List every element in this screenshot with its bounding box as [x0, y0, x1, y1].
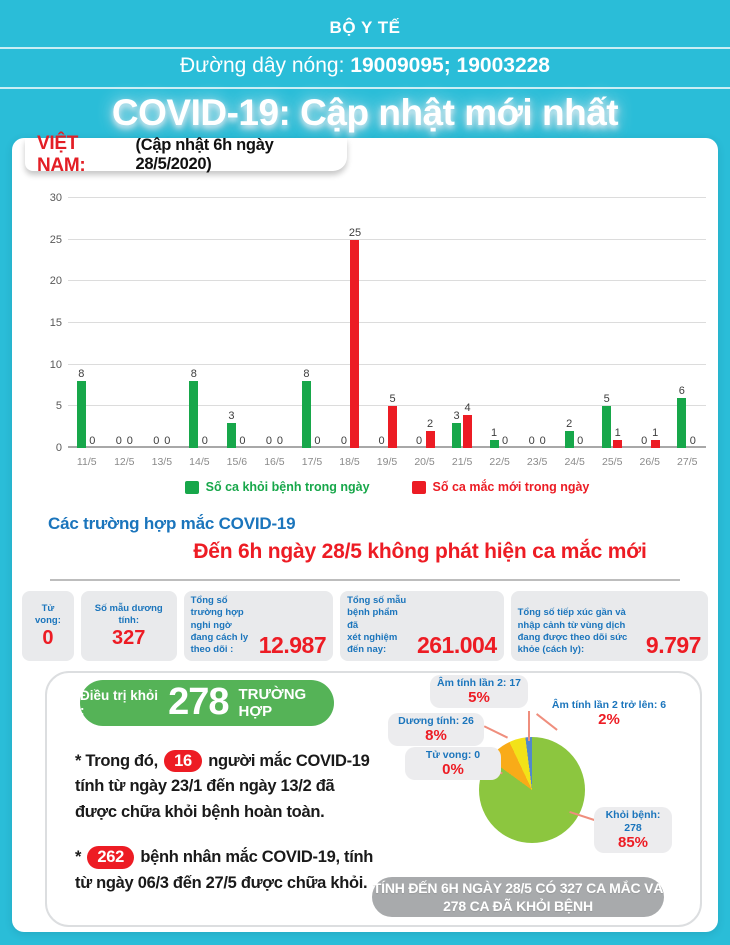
page-header: BỘ Y TẾ Đường dây nóng: 19009095; 190032…: [0, 0, 730, 134]
x-tick-15/6: 15/6: [226, 456, 248, 468]
leader-line-negative-twice: [528, 710, 530, 741]
country-name: VIỆT NAM:: [37, 132, 86, 176]
stat-deaths-value: 0: [42, 626, 54, 649]
note2-number-badge: 262: [87, 846, 135, 869]
cured-count-pill: Điều trị khỏi : 278 TRƯỜNG HỢP: [80, 679, 334, 726]
x-tick-23/5: 23/5: [526, 456, 548, 468]
x-axis-labels: 11/5 12/5 13/5 14/5 15/6 16/5 17/5 18/5 19/5 20/5…: [68, 456, 706, 468]
stat-suspected-isolated-label: Tổng số trường hợp nghi ngờ đang cách ly…: [190, 595, 249, 656]
recovery-summary-card: Điều trị khỏi : 278 TRƯỜNG HỢP * Trong đ…: [45, 670, 702, 927]
stat-contacts-monitored-value: 9.797: [645, 631, 702, 658]
stats-row: Tử vong: 0 Số mẫu dương tính: 327 Tổng s…: [12, 591, 718, 661]
stat-positive-samples: Số mẫu dương tính: 327: [80, 591, 177, 661]
chart-legend: Số ca khỏi bệnh trong ngày Số ca mắc mới …: [68, 480, 706, 494]
hotline: Đường dây nóng: 19009095; 19003228: [0, 54, 730, 78]
daily-cases-bar-chart: 0 5 10 15 20 25 30 8 0 0 0 0 0 8 0 3 0 0 0 8 0 0 25 0 5 0 2 3 4 1 0 0 0 2…: [50, 192, 706, 494]
cured-label: Điều trị khỏi :: [80, 687, 159, 718]
note1-number-badge: 16: [164, 749, 202, 772]
x-tick-25/5: 25/5: [601, 456, 623, 468]
no-new-cases-announcement: Đến 6h ngày 28/5 không phát hiện ca mắc …: [193, 540, 647, 563]
stat-suspected-isolated: Tổng số trường hợp nghi ngờ đang cách ly…: [183, 591, 334, 661]
hotline-label: Đường dây nóng:: [180, 54, 351, 77]
vietnam-label: VIỆT NAM: (Cập nhật 6h ngày 28/5/2020): [25, 133, 347, 176]
callout-positive: Dương tính: 26 8%: [388, 712, 484, 747]
cured-number: 278: [168, 681, 229, 724]
hotline-numbers: 19009095; 19003228: [350, 54, 550, 77]
bar-chart-plot: 0 5 10 15 20 25 30 8 0 0 0 0 0 8 0 3 0 0 0 8 0 0 25 0 5 0 2 3 4 1 0 0 0 2…: [50, 192, 706, 454]
stat-contacts-monitored-label: Tổng số tiếp xúc gần và nhập cảnh từ vùn…: [517, 607, 628, 656]
x-tick-17/5: 17/5: [301, 456, 323, 468]
leader-line-positive: [483, 725, 509, 738]
stat-contacts-monitored: Tổng số tiếp xúc gần và nhập cảnh từ vùn…: [510, 591, 708, 661]
x-tick-20/5: 20/5: [414, 456, 435, 468]
recovery-note-2: * 262 bệnh nhân mắc COVID-19, tính từ ng…: [75, 846, 374, 892]
x-tick-24/5: 24/5: [564, 456, 585, 468]
page-title: COVID-19: Cập nhật mới nhất: [111, 92, 619, 133]
legend-item: Số ca mắc mới trong ngày: [411, 480, 589, 494]
stat-deaths-label: Tử vong:: [35, 603, 61, 627]
x-tick-14/5: 14/5: [189, 456, 210, 468]
callout-deaths: Tử vong: 0 0%: [405, 746, 501, 781]
section-divider: [50, 579, 680, 581]
x-tick-22/5: 22/5: [489, 456, 510, 468]
cases-section-heading: Các trường hợp mắc COVID-19: [48, 514, 296, 533]
x-tick-21/5: 21/5: [451, 456, 473, 468]
summary-line-2: 278 CA ĐÃ KHỎI BỆNH: [443, 897, 593, 914]
callout-negative-twice-plus: Âm tính lần 2 trở lên: 6 2%: [551, 698, 667, 728]
x-tick-27/5: 27/5: [677, 456, 698, 468]
x-tick-16/5: 16/5: [264, 456, 285, 468]
x-tick-18/5: 18/5: [339, 456, 360, 468]
x-tick-26/5: 26/5: [639, 456, 660, 468]
stat-positive-samples-value: 327: [112, 626, 146, 649]
update-note: (Cập nhật 6h ngày 28/5/2020): [135, 135, 274, 173]
stat-samples-tested-value: 261.004: [416, 631, 497, 658]
bar-group-18/5: 0 25: [340, 226, 362, 448]
content-panel: VIỆT NAM: (Cập nhật 6h ngày 28/5/2020) 0…: [12, 133, 718, 932]
legend-item: Số ca khỏi bệnh trong ngày: [184, 480, 370, 494]
x-tick-11/5: 11/5: [76, 456, 97, 468]
total-summary-pill: TÍNH ĐẾN 6H NGÀY 28/5 CÓ 327 CA MẮC VÀ 2…: [372, 876, 664, 917]
x-tick-12/5: 12/5: [114, 456, 135, 468]
stat-positive-samples-label: Số mẫu dương tính:: [94, 603, 163, 627]
legend-swatch: [184, 480, 199, 494]
callout-recovered: Khỏi bệnh: 278 85%: [594, 806, 672, 854]
summary-line-1: TÍNH ĐẾN 6H NGÀY 28/5 CÓ 327 CA MẮC VÀ: [372, 879, 664, 896]
stat-suspected-isolated-value: 12.987: [258, 631, 327, 658]
header-divider-top: [0, 47, 730, 49]
cured-unit: TRƯỜNG HỢP: [238, 685, 307, 720]
callout-negative-twice: Âm tính lần 2: 17 5%: [430, 674, 528, 709]
recovery-notes: * Trong đó, 16 người mắc COVID-19 tính t…: [75, 749, 377, 897]
stat-samples-tested: Tổng số mẫu bệnh phẩm đã xét nghiệm đến …: [340, 591, 504, 661]
x-tick-19/5: 19/5: [376, 456, 398, 468]
stat-deaths: Tử vong: 0: [22, 591, 74, 661]
stat-samples-tested-label: Tổng số mẫu bệnh phẩm đã xét nghiệm đến …: [347, 595, 407, 656]
ministry-title: BỘ Y TẾ: [329, 18, 401, 37]
x-tick-13/5: 13/5: [151, 456, 173, 468]
header-divider-bottom: [0, 87, 730, 89]
legend-swatch: [411, 480, 426, 494]
recovery-note-1: * Trong đó, 16 người mắc COVID-19 tính t…: [75, 749, 370, 821]
